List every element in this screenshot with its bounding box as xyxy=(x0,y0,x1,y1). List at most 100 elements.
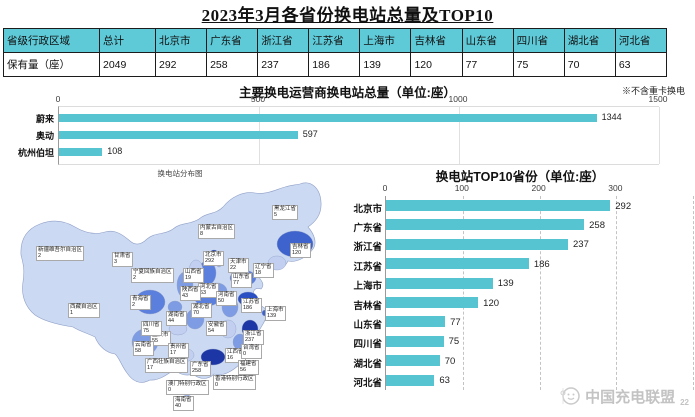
map-region-value: 44 xyxy=(168,318,175,325)
map-region-name: 台湾省 xyxy=(243,345,260,351)
page-title: 2023年3月各省份换电站总量及TOP10 xyxy=(201,6,494,25)
table-cell: 292 xyxy=(154,52,208,77)
map-region-name: 天津市 xyxy=(230,259,247,265)
table-cell: 258 xyxy=(206,52,259,77)
map-region-value: 54 xyxy=(208,328,215,335)
map-region-value: 70 xyxy=(193,310,200,317)
map-region-name: 河北省 xyxy=(200,284,217,290)
table-cell: 186 xyxy=(308,52,361,77)
map-region-name: 云南省 xyxy=(135,342,152,348)
map-region-label: 江苏省 186 xyxy=(241,298,262,313)
map-region-name: 黑龙江省 xyxy=(274,206,297,212)
map-region-label: 山西省 19 xyxy=(183,268,204,283)
value-label: 77 xyxy=(450,316,461,328)
map-region-name: 新疆维吾尔自治区 xyxy=(38,247,83,253)
map-region-value: 56 xyxy=(240,367,247,374)
operators-chart-plot xyxy=(58,106,660,165)
value-label: 63 xyxy=(439,375,450,387)
table-header-cell: 广东省 xyxy=(206,28,259,53)
operators-chart-note: ※不含重卡换电 xyxy=(621,86,685,96)
map-region-name: 上海市 xyxy=(267,307,284,313)
table-cell: 63 xyxy=(614,52,668,77)
map-region-label: 江西省 16 xyxy=(225,348,246,363)
value-label: 75 xyxy=(448,336,460,348)
map-region-value: 77 xyxy=(233,280,240,287)
gridline xyxy=(693,196,694,390)
watermark-text: 中国充电联盟 xyxy=(585,388,676,406)
map-region-value: 2 xyxy=(132,302,136,309)
bar xyxy=(386,219,585,231)
category-label: 杭州伯坦 xyxy=(17,148,54,158)
operators-chart-axis: 0 500 1000 1500 xyxy=(0,94,695,104)
gridline xyxy=(616,196,618,390)
map-region-value: 139 xyxy=(267,313,277,320)
bar xyxy=(386,258,529,270)
map-region-value: 17 xyxy=(147,365,154,372)
map-region-label: 安徽省 54 xyxy=(206,321,227,336)
map-region-name: 山东省 xyxy=(233,274,250,280)
top10-chart-axis: 0 100 200 300 xyxy=(345,183,695,193)
bar xyxy=(59,114,597,122)
map-region-value: 19 xyxy=(185,275,192,282)
map-region-label: 香港特别行政区 0 xyxy=(213,375,256,390)
map-region-name: 辽宁省 xyxy=(255,264,272,270)
map-region-label: 甘肃省 3 xyxy=(112,252,133,267)
map-region-label: 湖南省 44 xyxy=(166,311,187,326)
table-cell: 保有量（座） xyxy=(3,52,100,77)
top10-chart-title: 换电站TOP10省份（单位:座） xyxy=(435,170,605,184)
map-region-label: 吉林省 120 xyxy=(290,243,311,258)
map-region-label: 四川省 75 xyxy=(141,321,162,336)
axis-tick-label: 0 xyxy=(55,94,61,104)
bar xyxy=(386,335,444,347)
map-region-name: 江西省 xyxy=(227,349,244,355)
map-region-label: 新疆维吾尔自治区 2 xyxy=(36,246,85,261)
table-cell: 237 xyxy=(257,52,310,77)
category-label: 吉林省 xyxy=(353,300,382,312)
value-label: 258 xyxy=(589,219,605,231)
bar xyxy=(386,238,569,250)
axis-tick-label: 200 xyxy=(531,183,546,193)
map-region-label: 上海市 139 xyxy=(265,306,286,321)
axis-tick-label: 500 xyxy=(250,94,266,104)
map-region-label: 浙江省 237 xyxy=(243,330,264,345)
map-region-label: 天津市 22 xyxy=(228,258,249,273)
bar xyxy=(59,148,103,156)
category-label: 上海市 xyxy=(353,281,382,293)
bar xyxy=(386,316,446,328)
table-cell: 2049 xyxy=(99,52,156,77)
table-header-cell: 总计 xyxy=(99,28,156,53)
bar xyxy=(386,277,493,289)
summary-table: 省级行政区域 总计 北京市 广东省 浙江省 江苏省 上海市 吉林省 山东省 四川省 湖北省 河北省 保… xyxy=(3,28,668,77)
map-region-value: 120 xyxy=(292,250,302,257)
map-region-name: 湖南省 xyxy=(168,312,185,318)
bar xyxy=(386,355,440,367)
gridline xyxy=(459,107,460,164)
map-region-value: 2 xyxy=(38,253,42,260)
table-cell: 70 xyxy=(563,52,616,77)
map-region-value: 16 xyxy=(227,355,234,362)
map-region-label: 海南省 40 xyxy=(173,396,194,411)
map-region-name: 宁夏回族自治区 xyxy=(133,269,172,275)
table-header-cell: 浙江省 xyxy=(257,28,310,53)
category-label: 河北省 xyxy=(353,378,382,390)
map-region-label: 澳门特别行政区 0 xyxy=(166,380,209,395)
map-region-name: 贵州省 xyxy=(170,344,187,350)
table-header-cell: 省级行政区域 xyxy=(3,28,100,53)
map-region-name: 海南省 xyxy=(175,397,192,403)
watermark-sub: 22 xyxy=(680,398,689,407)
map-region-name: 湖北省 xyxy=(193,304,210,310)
map-region-value: 55 xyxy=(152,338,159,345)
map-region-name: 青海省 xyxy=(132,296,149,302)
map-region-value: 8 xyxy=(200,231,204,238)
value-label: 597 xyxy=(302,129,318,139)
map-region-label: 河南省 50 xyxy=(216,291,237,306)
table-header-cell: 吉林省 xyxy=(410,28,463,53)
map-region-name: 吉林省 xyxy=(292,244,309,250)
map-region-label: 贵州省 17 xyxy=(168,343,189,358)
bar xyxy=(59,131,298,139)
value-label: 139 xyxy=(497,278,514,290)
bar xyxy=(386,297,479,308)
watermark: 中国充电联盟 22 xyxy=(559,385,689,407)
bar xyxy=(386,200,611,211)
